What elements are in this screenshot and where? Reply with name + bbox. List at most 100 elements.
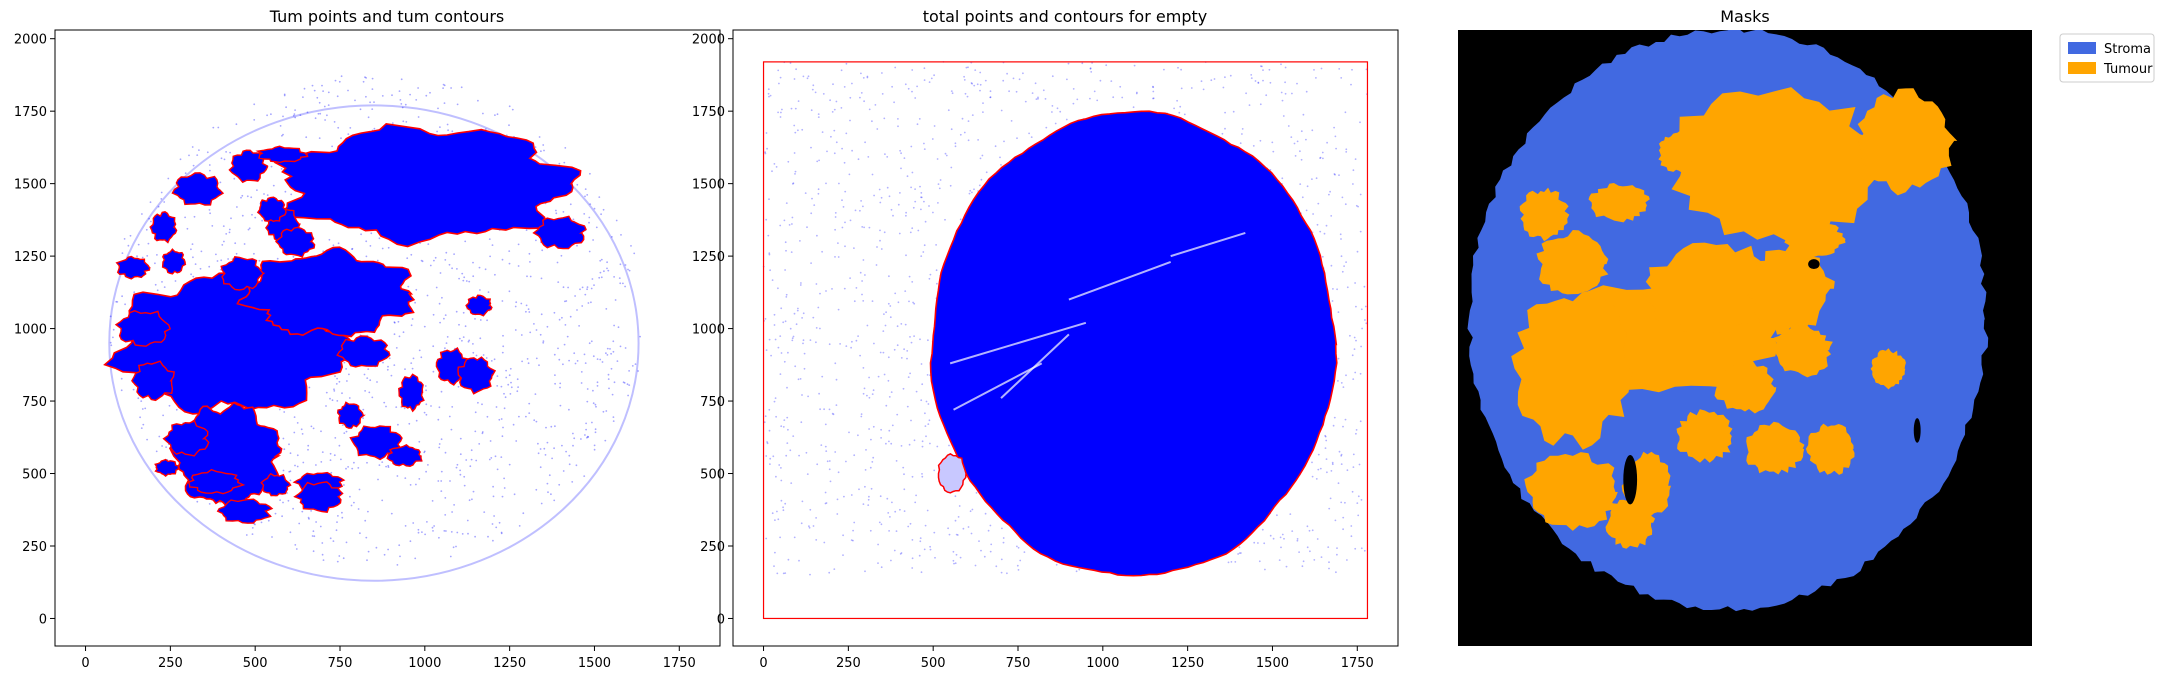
scatter-point (880, 437, 882, 439)
scatter-point (787, 428, 789, 431)
tumour-contour-blob (220, 256, 266, 291)
scatter-point (543, 149, 545, 152)
scatter-point (920, 196, 923, 199)
scatter-point (526, 358, 529, 360)
scatter-point (797, 129, 799, 132)
scatter-point (387, 365, 389, 368)
scatter-point (1024, 100, 1027, 103)
scatter-point (567, 286, 569, 289)
scatter-point (525, 415, 527, 418)
scatter-point (148, 217, 151, 220)
scatter-point (785, 249, 787, 252)
scatter-point (555, 212, 558, 215)
scatter-point (1105, 64, 1108, 67)
scatter-point (400, 103, 403, 105)
scatter-point (764, 151, 766, 154)
scatter-point (806, 473, 809, 475)
scatter-point (490, 360, 493, 362)
scatter-point (873, 342, 875, 345)
scatter-point (978, 540, 980, 542)
tumour-contour-blob (457, 356, 497, 395)
scatter-point (580, 382, 583, 384)
scatter-point (553, 353, 556, 356)
scatter-point (1280, 91, 1283, 94)
scatter-point (393, 333, 396, 336)
scatter-point (896, 413, 899, 416)
scatter-point (900, 152, 902, 155)
scatter-point (808, 525, 810, 528)
scatter-point (472, 343, 474, 345)
scatter-point (816, 160, 819, 163)
scatter-point (598, 276, 601, 279)
scatter-point (333, 390, 336, 392)
scatter-point (583, 475, 586, 477)
scatter-point (397, 320, 400, 323)
scatter-point (920, 208, 922, 211)
scatter-point (836, 498, 839, 501)
scatter-point (542, 340, 545, 342)
scatter-point (1163, 68, 1165, 71)
scatter-point (292, 507, 294, 510)
scatter-point (828, 343, 831, 346)
legend-swatch-stroma (2068, 42, 2096, 54)
scatter-point (115, 300, 118, 303)
scatter-point (381, 499, 384, 502)
scatter-point (1329, 497, 1332, 500)
scatter-point (606, 261, 608, 264)
scatter-point (493, 515, 495, 517)
scatter-point (1065, 118, 1068, 121)
scatter-point (1066, 78, 1068, 81)
scatter-point (426, 521, 428, 523)
scatter-point (872, 389, 875, 392)
tumour-contour-blob (398, 373, 425, 413)
scatter-point (628, 370, 630, 372)
scatter-point (913, 335, 915, 337)
scatter-point (515, 301, 518, 304)
scatter-point (764, 415, 767, 418)
scatter-point (283, 448, 286, 451)
scatter-point (848, 431, 850, 434)
scatter-point (904, 83, 907, 86)
scatter-point (322, 90, 324, 92)
scatter-point (234, 242, 237, 245)
scatter-point (831, 288, 833, 290)
scatter-point (112, 336, 114, 339)
scatter-point (773, 313, 776, 316)
scatter-point (555, 209, 557, 212)
scatter-point (1317, 468, 1320, 471)
scatter-point (289, 531, 292, 534)
scatter-point (1363, 549, 1366, 552)
scatter-point (980, 549, 982, 552)
scatter-point (1359, 230, 1362, 233)
scatter-point (620, 234, 622, 236)
scatter-point (397, 423, 399, 426)
scatter-point (950, 128, 953, 131)
scatter-point (423, 451, 426, 454)
scatter-point (120, 377, 123, 380)
scatter-point (124, 303, 126, 306)
scatter-point (868, 376, 870, 379)
scatter-point (385, 405, 387, 408)
scatter-point (347, 466, 349, 468)
scatter-point (220, 157, 223, 160)
scatter-point (914, 200, 917, 203)
scatter-point (791, 339, 794, 342)
scatter-point (1360, 345, 1362, 348)
scatter-point (1250, 74, 1253, 76)
scatter-point (444, 497, 447, 499)
scatter-point (525, 229, 528, 232)
scatter-point (293, 431, 296, 434)
scatter-point (471, 498, 473, 501)
scatter-point (1340, 501, 1343, 504)
scatter-point (290, 193, 293, 196)
scatter-point (924, 412, 926, 415)
scatter-point (786, 442, 789, 444)
scatter-point (1269, 534, 1272, 537)
scatter-point (466, 519, 469, 522)
scatter-point (1285, 565, 1288, 568)
scatter-point (1296, 82, 1298, 85)
scatter-point (1224, 76, 1226, 79)
scatter-point (500, 531, 503, 534)
scatter-point (206, 151, 209, 154)
scatter-point (365, 536, 368, 539)
